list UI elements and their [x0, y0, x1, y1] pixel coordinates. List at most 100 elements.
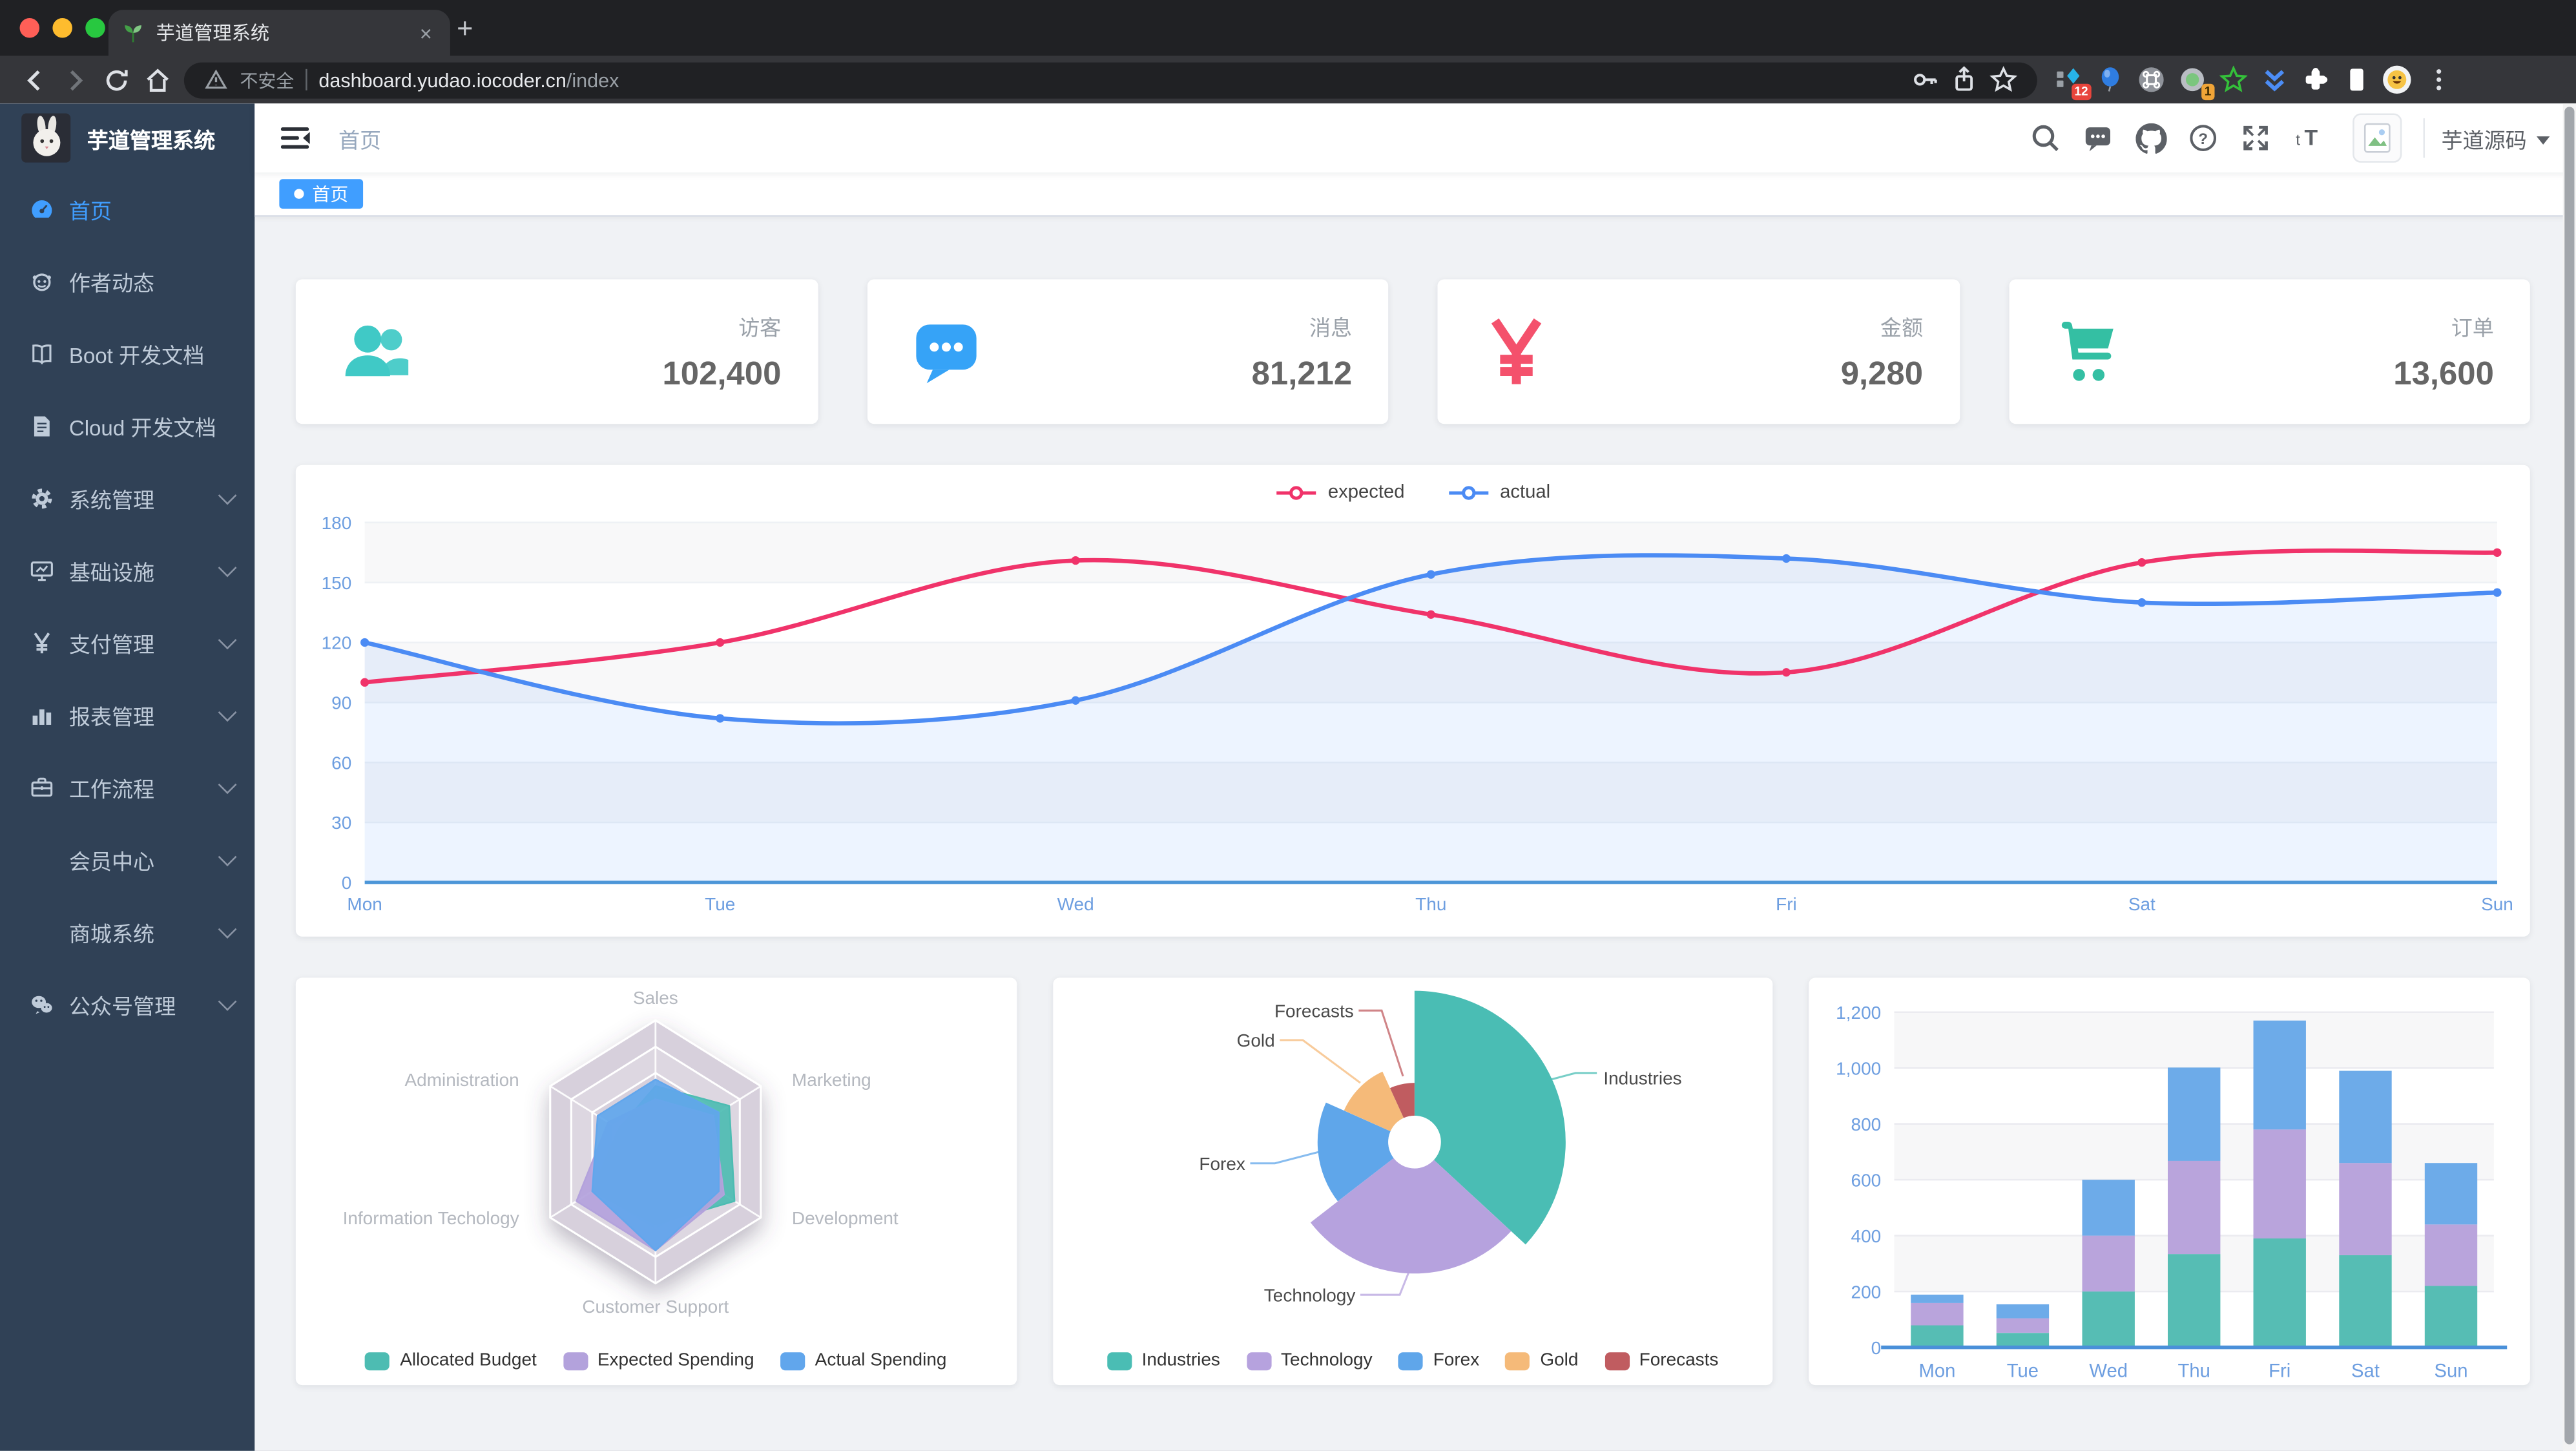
tags-view-bar: 首页: [254, 172, 2576, 217]
svg-text:0: 0: [342, 873, 352, 893]
sidebar-item-system-management[interactable]: 系统管理: [0, 462, 254, 534]
home-button[interactable]: [136, 59, 178, 101]
briefcase-icon: [30, 775, 54, 799]
sidebar-item-report-management[interactable]: 报表管理: [0, 678, 254, 751]
username-dropdown[interactable]: 芋道源码: [2423, 118, 2550, 158]
stat-card-orders[interactable]: 订单 13,600: [2008, 279, 2530, 424]
legend-item[interactable]: Actual Spending: [780, 1351, 946, 1370]
svg-text:Sales: Sales: [634, 988, 679, 1008]
legend-item[interactable]: Allocated Budget: [365, 1351, 537, 1370]
legend-item[interactable]: Gold: [1505, 1351, 1578, 1370]
legend-item-actual[interactable]: actual: [1448, 483, 1550, 503]
stat-card-messages[interactable]: 消息 81,212: [866, 279, 1389, 424]
sidebar-item-mall-system[interactable]: 商城系统: [0, 895, 254, 968]
extensions-puzzle-icon[interactable]: [2300, 65, 2330, 94]
back-button[interactable]: [13, 59, 54, 101]
sidebar-item-payment-management[interactable]: 支付管理: [0, 607, 254, 679]
close-tab-icon[interactable]: ×: [419, 20, 432, 45]
minimize-window-button[interactable]: [52, 17, 72, 38]
forward-button[interactable]: [54, 59, 96, 101]
user-avatar[interactable]: [2353, 113, 2402, 163]
svg-text:Sun: Sun: [2434, 1361, 2467, 1381]
svg-text:1,000: 1,000: [1835, 1058, 1880, 1078]
sidebar-item-cloud-dev-docs[interactable]: Cloud 开发文档: [0, 390, 254, 462]
url-text: dashboard.yudao.iocoder.cn/index: [318, 68, 619, 92]
chevron-down-icon: [2537, 135, 2550, 144]
legend-item-expected[interactable]: expected: [1275, 483, 1405, 503]
radar-chart-legend: Allocated Budget Expected Spending Actual …: [296, 1351, 1017, 1370]
extension-recorder-icon[interactable]: 1: [2177, 65, 2215, 99]
legend-item[interactable]: Industries: [1107, 1351, 1220, 1370]
svg-text:30: 30: [331, 813, 351, 833]
browser-menu-icon[interactable]: [2424, 65, 2453, 94]
sidebar-item-workflow[interactable]: 工作流程: [0, 751, 254, 823]
svg-text:Development: Development: [793, 1208, 899, 1228]
help-icon[interactable]: ?: [2188, 122, 2219, 153]
app-logo-row[interactable]: 芋道管理系统: [0, 103, 254, 172]
legend-item[interactable]: Forecasts: [1605, 1351, 1718, 1370]
fullscreen-icon[interactable]: [2241, 122, 2272, 153]
profile-avatar[interactable]: [2382, 65, 2412, 94]
sidebar-item-official-account-management[interactable]: 公众号管理: [0, 968, 254, 1040]
legend-item[interactable]: Technology: [1246, 1351, 1373, 1370]
sidebar-item-boot-dev-docs[interactable]: Boot 开发文档: [0, 317, 254, 390]
legend-item[interactable]: Forex: [1398, 1351, 1479, 1370]
svg-text:Industries: Industries: [1603, 1069, 1681, 1089]
maximize-window-button[interactable]: [85, 17, 105, 38]
extension-balloon-icon[interactable]: [2095, 65, 2124, 94]
svg-text:Technology: Technology: [1264, 1285, 1356, 1305]
svg-text:t: t: [2296, 132, 2300, 149]
browser-toolbar: 不安全 dashboard.yudao.iocoder.cn/index 12 …: [0, 56, 2576, 104]
svg-text:Thu: Thu: [1415, 894, 1446, 914]
search-icon[interactable]: [2031, 122, 2062, 153]
app-logo-rabbit-avatar: [21, 113, 71, 163]
scrollbar-thumb[interactable]: [2564, 107, 2575, 1445]
close-window-button[interactable]: [19, 17, 40, 38]
share-icon[interactable]: [1950, 66, 1978, 94]
svg-text:Tue: Tue: [2006, 1361, 2038, 1381]
bottom-charts-row: Sales Administration Information Techology…: [295, 977, 2530, 1386]
reload-button[interactable]: [96, 59, 137, 101]
chevron-down-icon: [218, 703, 237, 722]
extension-green-star-icon[interactable]: [2218, 65, 2248, 94]
svg-text:60: 60: [331, 753, 351, 773]
password-key-icon[interactable]: [1911, 66, 1938, 94]
yen-money-icon: [1480, 315, 1553, 388]
stat-card-amount[interactable]: 金额 9,280: [1437, 279, 1960, 424]
extension-tag-manager-icon[interactable]: 12: [2053, 65, 2092, 99]
extension-command-icon[interactable]: [2135, 65, 2165, 94]
sidebar-collapse-icon[interactable]: [279, 125, 312, 151]
svg-text:Wed: Wed: [2089, 1361, 2128, 1381]
sidebar-item-author-dynamics[interactable]: 作者动态: [0, 245, 254, 317]
divider: [306, 68, 307, 90]
new-tab-button[interactable]: +: [457, 13, 473, 45]
svg-text:120: 120: [322, 633, 352, 653]
tab-title: 芋道管理系统: [156, 25, 270, 45]
browser-tab[interactable]: 芋道管理系统 ×: [108, 10, 450, 56]
stat-card-visitors[interactable]: 访客 102,400: [295, 279, 818, 424]
url-bar[interactable]: 不安全 dashboard.yudao.iocoder.cn/index: [183, 61, 2037, 98]
svg-text:Information Techology: Information Techology: [343, 1208, 519, 1228]
shopping-cart-icon: [2051, 314, 2126, 390]
message-icon[interactable]: [2083, 122, 2114, 153]
reading-list-icon[interactable]: [2341, 65, 2371, 94]
sidebar-item-infrastructure[interactable]: 基础设施: [0, 534, 254, 607]
stat-value: 9,280: [1840, 355, 1924, 392]
extension-double-chevron-icon[interactable]: [2259, 65, 2289, 94]
yen-icon: [30, 630, 54, 654]
svg-text:0: 0: [1871, 1338, 1881, 1358]
sidebar-item-home[interactable]: 首页: [0, 172, 254, 245]
stat-title: 订单: [2451, 315, 2494, 340]
svg-text:90: 90: [331, 693, 351, 713]
extensions-row: 12 1: [2053, 65, 2453, 99]
legend-item[interactable]: Expected Spending: [563, 1351, 754, 1370]
chart-icon: [30, 702, 54, 727]
bookmark-star-icon[interactable]: [1989, 66, 2018, 94]
sidebar-item-member-center[interactable]: 会员中心: [0, 823, 254, 895]
github-icon[interactable]: [2135, 122, 2167, 153]
breadcrumb[interactable]: 首页: [338, 127, 382, 152]
tag-home[interactable]: 首页: [279, 179, 364, 209]
security-warning-icon[interactable]: [203, 67, 228, 92]
